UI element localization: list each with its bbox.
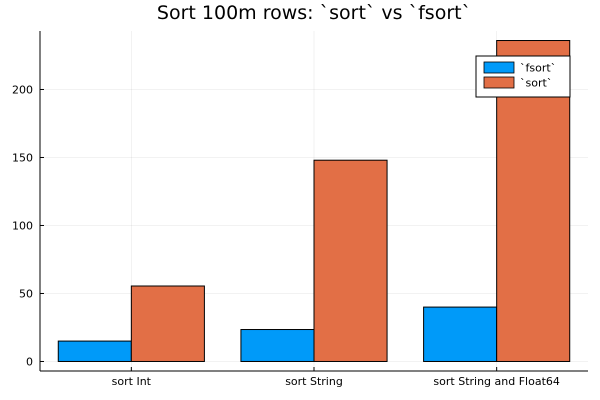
bar (130, 285, 205, 362)
y-tick-label: 100 (12, 219, 33, 232)
bar (423, 306, 498, 362)
x-tick-label: sort String (285, 375, 343, 388)
legend: `fsort` `sort` (475, 55, 571, 98)
y-tick-label: 200 (12, 83, 33, 96)
x-tick-labels: sort Int sort String sort String and Float… (112, 375, 560, 388)
bar (313, 159, 388, 362)
chart-title: Sort 100m rows: `sort` vs `fsort` (157, 2, 471, 24)
legend-label: `sort` (520, 77, 552, 90)
y-tick-label: 150 (12, 151, 33, 164)
bar (240, 329, 315, 362)
bar (57, 340, 132, 362)
legend-label: `fsort` (520, 62, 556, 75)
x-tick-label: sort Int (112, 375, 152, 388)
axes (39, 31, 588, 372)
legend-swatch (483, 61, 515, 74)
legend-swatch (483, 76, 515, 89)
y-tick-labels: 0 50 100 150 200 (12, 83, 33, 368)
y-tick-label: 50 (19, 287, 33, 300)
x-tick-label: sort String and Float64 (433, 375, 559, 388)
y-tick-label: 0 (26, 355, 33, 368)
